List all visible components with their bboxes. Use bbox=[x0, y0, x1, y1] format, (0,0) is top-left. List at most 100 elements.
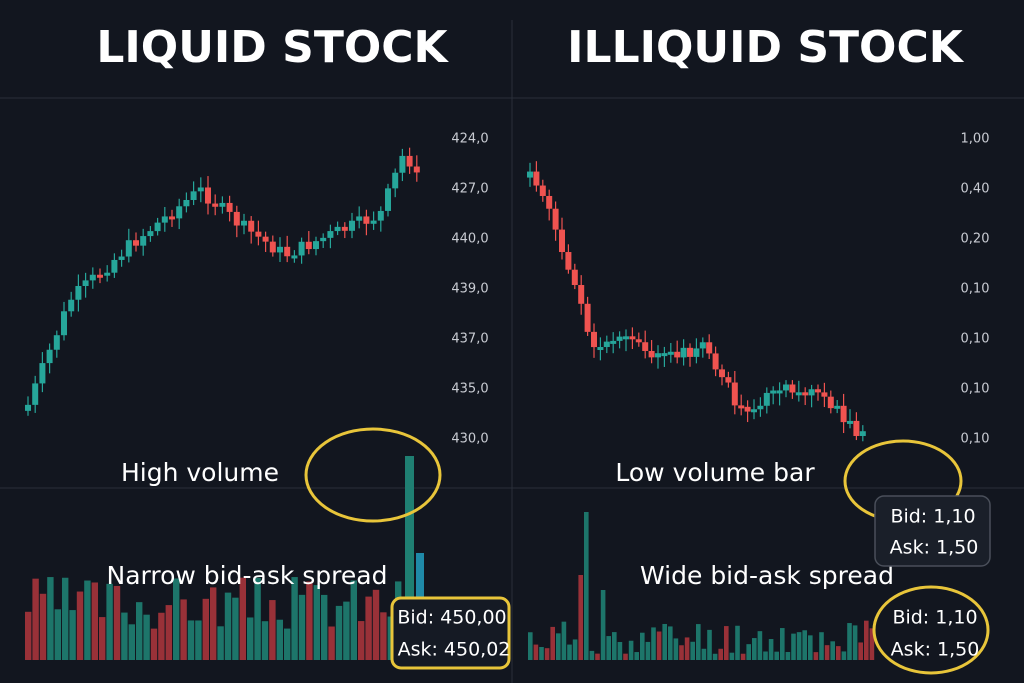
bid: Bid: 1,10 bbox=[892, 607, 977, 629]
annotation: Low volume bar bbox=[615, 458, 815, 487]
candle bbox=[125, 240, 132, 257]
candle bbox=[413, 166, 420, 173]
volume-bar bbox=[276, 619, 283, 660]
candle bbox=[808, 389, 815, 396]
candle bbox=[392, 172, 399, 189]
volume-bar bbox=[284, 628, 291, 660]
volume-bar bbox=[136, 602, 143, 660]
volume-bar bbox=[84, 580, 91, 660]
candle bbox=[629, 336, 636, 340]
quote-box bbox=[874, 495, 991, 567]
axis-label: 430,0 bbox=[451, 432, 488, 447]
candle bbox=[751, 409, 757, 413]
volume-bar bbox=[544, 648, 550, 660]
candle bbox=[533, 171, 540, 186]
candle bbox=[706, 342, 713, 354]
volume-bar bbox=[651, 627, 656, 660]
candle bbox=[233, 211, 240, 226]
axis-label: 437,0 bbox=[451, 332, 488, 347]
candle bbox=[559, 229, 565, 253]
volume-bar bbox=[350, 580, 357, 660]
candle bbox=[363, 216, 370, 224]
candle bbox=[241, 220, 247, 226]
volume-bar bbox=[595, 653, 600, 660]
candle bbox=[370, 220, 377, 224]
candle bbox=[255, 231, 262, 237]
candle bbox=[578, 285, 585, 304]
volume-bar bbox=[173, 578, 180, 660]
volume-bar bbox=[165, 605, 172, 660]
volume-bar bbox=[91, 582, 98, 660]
candle bbox=[776, 390, 783, 394]
candle bbox=[693, 348, 700, 357]
volume-bar bbox=[752, 638, 757, 660]
volume-bar bbox=[335, 605, 343, 660]
volume-bar bbox=[313, 585, 320, 660]
volume-bar bbox=[852, 625, 858, 660]
volume-bar bbox=[673, 638, 679, 660]
volume-bar bbox=[533, 644, 539, 660]
volume-bar bbox=[343, 601, 350, 660]
candle bbox=[212, 203, 219, 207]
volume-bar bbox=[802, 630, 807, 660]
volume-bar bbox=[656, 631, 662, 660]
candle bbox=[133, 240, 139, 246]
panel-title: ILLIQUID STOCK bbox=[567, 22, 965, 73]
candle bbox=[546, 195, 553, 209]
volume-bar bbox=[32, 578, 39, 660]
bid: Bid: 450,00 bbox=[397, 607, 506, 629]
candle bbox=[667, 351, 674, 355]
candle bbox=[853, 420, 860, 436]
volume-bar bbox=[121, 612, 128, 660]
candle bbox=[571, 269, 578, 286]
volume-bar bbox=[380, 612, 387, 660]
highlight bbox=[304, 427, 442, 523]
candle bbox=[183, 199, 190, 207]
volume-bar bbox=[774, 651, 779, 660]
volume-bar bbox=[768, 639, 774, 660]
volume-bar bbox=[306, 581, 313, 660]
candle bbox=[834, 405, 841, 409]
volume-bar bbox=[202, 598, 209, 660]
volume-bar bbox=[690, 641, 695, 660]
candle bbox=[725, 377, 732, 383]
volume-bar bbox=[239, 577, 246, 660]
volume-bar bbox=[707, 629, 712, 660]
candle bbox=[313, 241, 319, 250]
volume-bar bbox=[757, 631, 763, 660]
candle bbox=[674, 351, 681, 358]
volume-bar bbox=[224, 592, 232, 660]
candle bbox=[738, 405, 745, 409]
volume-bar bbox=[550, 626, 555, 660]
candle bbox=[341, 226, 348, 231]
candle bbox=[616, 336, 623, 341]
volume-bar bbox=[358, 621, 365, 660]
candle bbox=[89, 274, 96, 281]
candle bbox=[262, 236, 269, 242]
candle bbox=[757, 405, 764, 410]
quote-box bbox=[390, 596, 511, 670]
candle bbox=[719, 369, 725, 378]
volume-bar bbox=[780, 628, 785, 660]
volume-bar bbox=[696, 624, 701, 660]
candle bbox=[795, 392, 802, 396]
candle bbox=[377, 210, 384, 221]
bid: Bid: 1,10 bbox=[890, 506, 975, 528]
volume-bar bbox=[54, 609, 61, 660]
candle bbox=[161, 216, 168, 223]
candle bbox=[82, 280, 89, 287]
volume-bar bbox=[247, 617, 254, 660]
candle bbox=[642, 342, 649, 351]
volume-bar bbox=[796, 632, 802, 660]
candle bbox=[39, 363, 46, 384]
candle bbox=[821, 392, 828, 397]
candle bbox=[75, 286, 82, 300]
candle bbox=[176, 206, 183, 219]
annotation: High volume bbox=[121, 458, 279, 487]
candle bbox=[802, 392, 809, 396]
volume-bar bbox=[628, 640, 634, 660]
candle bbox=[277, 246, 283, 253]
candle bbox=[226, 202, 233, 212]
axis-label: 435,0 bbox=[451, 382, 488, 397]
